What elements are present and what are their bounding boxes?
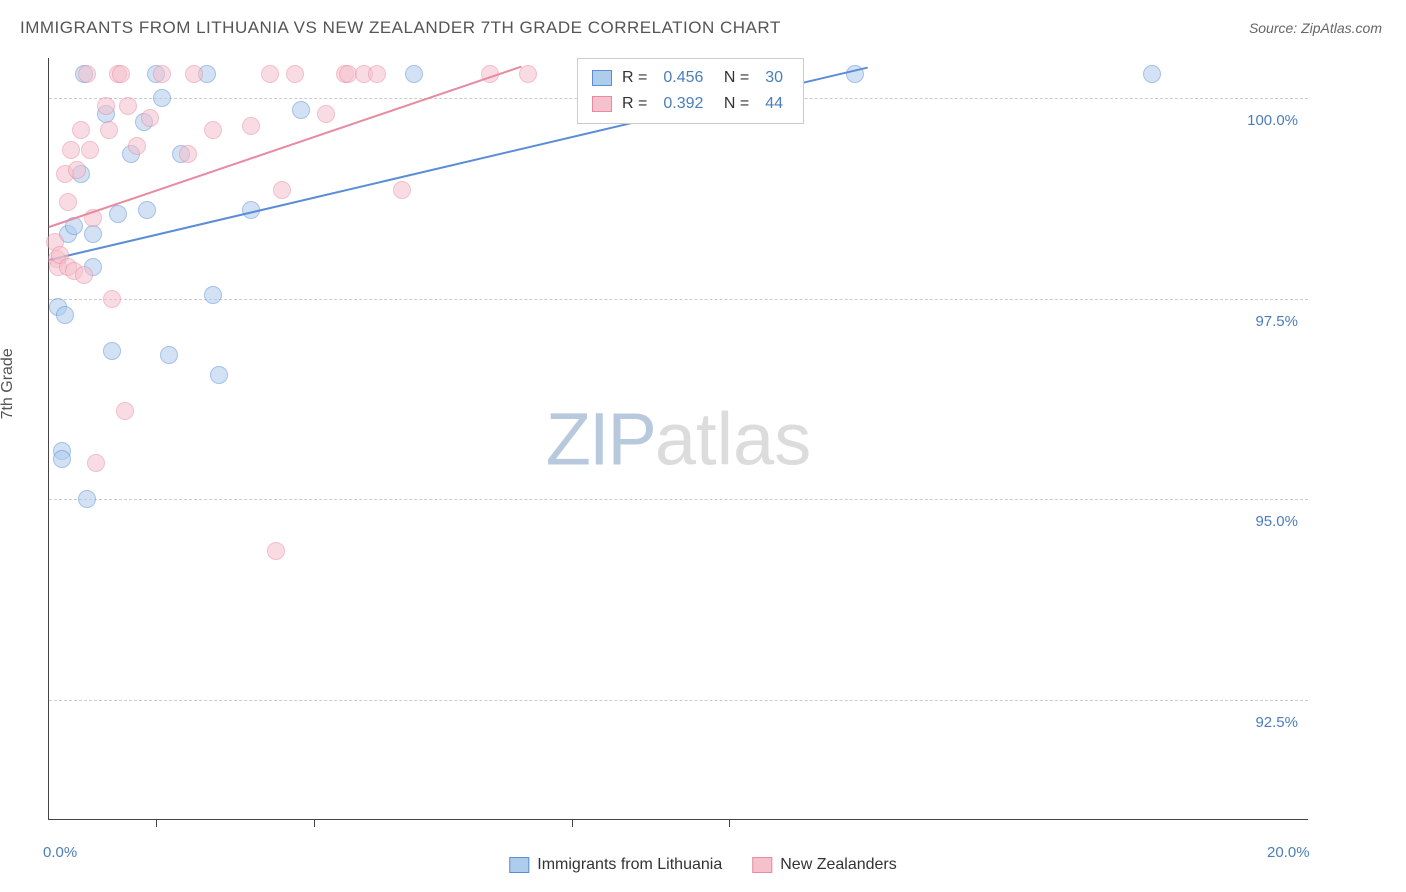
xtick <box>729 819 730 827</box>
legend-swatch <box>509 857 529 873</box>
data-point <box>405 65 423 83</box>
chart-title: IMMIGRANTS FROM LITHUANIA VS NEW ZEALAND… <box>20 18 781 38</box>
data-point <box>109 205 127 223</box>
data-point <box>292 101 310 119</box>
legend-swatch <box>752 857 772 873</box>
data-point <box>261 65 279 83</box>
gridline <box>49 299 1308 300</box>
data-point <box>519 65 537 83</box>
watermark: ZIPatlas <box>546 396 811 481</box>
legend-label: Immigrants from Lithuania <box>537 856 722 874</box>
data-point <box>103 342 121 360</box>
ytick-label: 95.0% <box>1255 513 1298 530</box>
legend-row: R = 0.392 N = 44 <box>592 91 789 117</box>
data-point <box>128 137 146 155</box>
legend-r-label: R = <box>622 65 647 91</box>
data-point <box>153 89 171 107</box>
xtick-label: 0.0% <box>43 844 77 861</box>
data-point <box>84 225 102 243</box>
data-point <box>112 65 130 83</box>
data-point <box>368 65 386 83</box>
data-point <box>393 181 411 199</box>
data-point <box>119 97 137 115</box>
xtick <box>572 819 573 827</box>
data-point <box>75 266 93 284</box>
data-point <box>87 454 105 472</box>
data-point <box>78 65 96 83</box>
legend-r-value: 0.392 <box>663 91 703 117</box>
data-point <box>179 145 197 163</box>
legend-label: New Zealanders <box>780 856 897 874</box>
data-point <box>286 65 304 83</box>
legend-swatch <box>592 96 612 112</box>
data-point <box>153 65 171 83</box>
data-point <box>138 201 156 219</box>
data-point <box>141 109 159 127</box>
xtick-label: 20.0% <box>1267 844 1310 861</box>
legend-n-label: N = <box>719 91 749 117</box>
bottom-legend-item: New Zealanders <box>752 856 897 874</box>
plot-area: ZIPatlas 100.0%97.5%95.0%92.5%0.0%20.0%R… <box>48 58 1308 820</box>
data-point <box>59 193 77 211</box>
legend-r-label: R = <box>622 91 647 117</box>
watermark-atlas: atlas <box>655 397 811 480</box>
data-point <box>56 306 74 324</box>
data-point <box>273 181 291 199</box>
data-point <box>267 542 285 560</box>
data-point <box>204 121 222 139</box>
data-point <box>72 121 90 139</box>
data-point <box>1143 65 1161 83</box>
data-point <box>81 141 99 159</box>
data-point <box>97 97 115 115</box>
data-point <box>100 121 118 139</box>
gridline <box>49 499 1308 500</box>
xtick <box>156 819 157 827</box>
data-point <box>68 161 86 179</box>
correlation-legend: R = 0.456 N = 30 R = 0.392 N = 44 <box>577 58 804 124</box>
ytick-label: 92.5% <box>1255 714 1298 731</box>
legend-n-value: 44 <box>765 91 783 117</box>
data-point <box>160 346 178 364</box>
ytick-label: 100.0% <box>1247 112 1298 129</box>
legend-r-value: 0.456 <box>663 65 703 91</box>
bottom-legend-item: Immigrants from Lithuania <box>509 856 722 874</box>
y-axis-label: 7th Grade <box>0 348 17 419</box>
xtick <box>314 819 315 827</box>
data-point <box>317 105 335 123</box>
data-point <box>78 490 96 508</box>
legend-n-label: N = <box>719 65 749 91</box>
data-point <box>53 450 71 468</box>
ytick-label: 97.5% <box>1255 313 1298 330</box>
data-point <box>185 65 203 83</box>
data-point <box>204 286 222 304</box>
gridline <box>49 700 1308 701</box>
data-point <box>116 402 134 420</box>
watermark-zip: ZIP <box>546 397 655 480</box>
data-point <box>62 141 80 159</box>
source-label: Source: ZipAtlas.com <box>1249 20 1382 36</box>
bottom-legend: Immigrants from Lithuania New Zealanders <box>509 856 896 874</box>
data-point <box>103 290 121 308</box>
legend-swatch <box>592 70 612 86</box>
data-point <box>242 117 260 135</box>
data-point <box>210 366 228 384</box>
legend-n-value: 30 <box>765 65 783 91</box>
legend-row: R = 0.456 N = 30 <box>592 65 789 91</box>
